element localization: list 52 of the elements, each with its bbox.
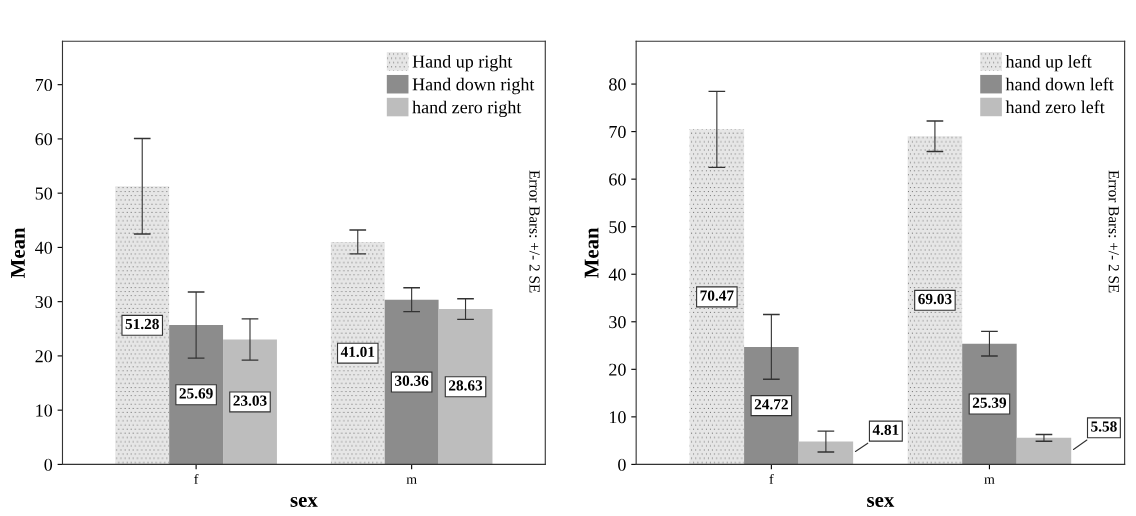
annotation: Error Bars: +/- 2 SE <box>529 170 540 293</box>
y-tick-label: 30 <box>609 316 626 329</box>
data-label: 5.58 <box>1091 421 1117 432</box>
y-tick-label: 50 <box>35 187 53 200</box>
x-tick-label: m <box>984 477 995 484</box>
legend-label: hand zero left <box>1005 100 1105 114</box>
x-tick-label: m <box>406 477 417 484</box>
y-tick-label: 70 <box>35 78 53 92</box>
y-tick-label: 30 <box>35 295 53 309</box>
data-label: 28.63 <box>448 380 483 391</box>
data-label: 23.03 <box>233 395 267 406</box>
y-tick-label: 50 <box>609 220 626 234</box>
bar <box>115 186 170 465</box>
y-tick-label: 10 <box>36 404 53 417</box>
bar <box>438 309 493 465</box>
y-tick-label: 60 <box>35 133 53 146</box>
data-label: 69.03 <box>918 293 952 305</box>
bar <box>1016 437 1072 465</box>
legend-label: hand down left <box>1005 77 1114 91</box>
legend-label: hand zero right <box>412 100 522 118</box>
y-tick-label: 70 <box>609 125 626 139</box>
data-label: 70.47 <box>700 290 734 301</box>
bar <box>907 136 963 465</box>
annotation: Error Bars: +/- 2 SE <box>1108 170 1119 293</box>
data-label: 4.81 <box>872 424 899 436</box>
data-label: 25.39 <box>972 397 1007 408</box>
x-tick-label: f <box>769 473 774 484</box>
y-tick-label: 60 <box>609 173 626 186</box>
x-tick-label: f <box>194 473 199 484</box>
y-tick-label: 0 <box>44 458 53 471</box>
y-tick-label: 20 <box>35 350 53 363</box>
bar <box>689 129 745 465</box>
y-tick-label: 20 <box>609 363 626 376</box>
y-axis-title: Mean <box>584 227 599 278</box>
x-axis-title: sex <box>867 496 895 507</box>
y-tick-label: 40 <box>608 268 626 281</box>
legend-label: Hand up right <box>412 54 513 72</box>
data-label: 25.69 <box>179 388 213 399</box>
y-tick-label: 10 <box>609 411 626 424</box>
data-label: 24.72 <box>754 399 788 410</box>
y-tick-label: 0 <box>618 458 626 471</box>
y-axis-title: Mean <box>11 227 25 278</box>
bar <box>798 441 854 465</box>
data-label: 30.36 <box>395 375 429 386</box>
legend-label: hand up left <box>1005 54 1092 72</box>
data-label: 51.28 <box>125 318 159 330</box>
data-label: 41.01 <box>340 346 375 358</box>
x-axis-title: sex <box>290 496 318 507</box>
legend-label: Hand down right <box>412 77 535 95</box>
y-tick-label: 80 <box>609 78 626 91</box>
y-tick-label: 40 <box>35 241 53 254</box>
bar <box>330 241 385 465</box>
